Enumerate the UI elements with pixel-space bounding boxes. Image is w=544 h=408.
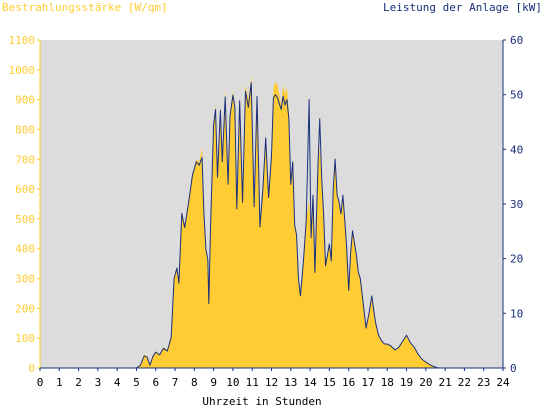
left-tick-label: 800 bbox=[15, 123, 35, 136]
x-tick-label: 19 bbox=[400, 376, 413, 389]
left-tick-label: 700 bbox=[15, 153, 35, 166]
x-tick-label: 8 bbox=[191, 376, 198, 389]
x-tick-label: 10 bbox=[226, 376, 239, 389]
x-tick-label: 4 bbox=[114, 376, 121, 389]
left-tick-label: 600 bbox=[15, 183, 35, 196]
left-tick-label: 0 bbox=[28, 362, 35, 375]
x-tick-label: 6 bbox=[152, 376, 159, 389]
right-tick-label: 40 bbox=[510, 143, 523, 156]
x-tick-label: 16 bbox=[342, 376, 355, 389]
x-tick-label: 5 bbox=[133, 376, 140, 389]
x-tick-label: 11 bbox=[246, 376, 259, 389]
x-axis-title: Uhrzeit in Stunden bbox=[202, 395, 321, 408]
x-tick-label: 2 bbox=[75, 376, 82, 389]
left-tick-label: 900 bbox=[15, 94, 35, 107]
x-tick-label: 21 bbox=[439, 376, 452, 389]
x-tick-label: 18 bbox=[381, 376, 394, 389]
left-tick-label: 500 bbox=[15, 213, 35, 226]
x-tick-label: 9 bbox=[210, 376, 217, 389]
x-tick-label: 1 bbox=[56, 376, 63, 389]
series-line-power bbox=[40, 82, 503, 369]
x-tick-label: 22 bbox=[458, 376, 471, 389]
left-tick-label: 1000 bbox=[9, 64, 36, 77]
right-axis-title: Leistung der Anlage [kW] bbox=[383, 1, 542, 14]
x-tick-label: 23 bbox=[477, 376, 490, 389]
left-axis-title: Bestrahlungsstärke [W/qm] bbox=[2, 1, 168, 14]
right-tick-label: 20 bbox=[510, 253, 523, 266]
right-tick-label: 30 bbox=[510, 198, 523, 211]
right-tick-label: 10 bbox=[510, 307, 523, 320]
left-tick-label: 400 bbox=[15, 243, 35, 256]
x-tick-label: 24 bbox=[496, 376, 510, 389]
x-tick-label: 17 bbox=[361, 376, 374, 389]
right-tick-label: 0 bbox=[510, 362, 517, 375]
x-tick-label: 20 bbox=[419, 376, 432, 389]
left-tick-label: 1100 bbox=[9, 34, 36, 47]
x-tick-label: 13 bbox=[284, 376, 297, 389]
x-tick-label: 7 bbox=[172, 376, 179, 389]
right-tick-label: 50 bbox=[510, 89, 523, 102]
series-area-irradiance bbox=[40, 75, 503, 368]
left-tick-label: 200 bbox=[15, 302, 35, 315]
left-tick-label: 100 bbox=[15, 332, 35, 345]
left-tick-label: 300 bbox=[15, 273, 35, 286]
x-tick-label: 12 bbox=[265, 376, 278, 389]
right-tick-label: 60 bbox=[510, 34, 523, 47]
x-tick-label: 14 bbox=[303, 376, 317, 389]
x-tick-label: 15 bbox=[323, 376, 336, 389]
x-tick-label: 0 bbox=[37, 376, 44, 389]
x-tick-label: 3 bbox=[95, 376, 102, 389]
